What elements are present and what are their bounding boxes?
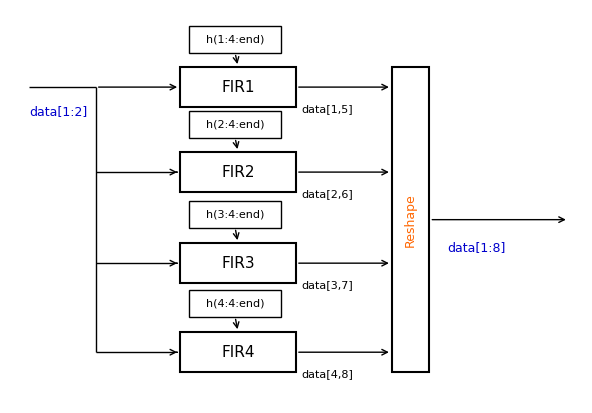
- Text: data[3,7]: data[3,7]: [302, 280, 353, 290]
- FancyBboxPatch shape: [180, 67, 296, 107]
- FancyBboxPatch shape: [189, 201, 282, 228]
- Text: Reshape: Reshape: [404, 193, 417, 247]
- Text: data[1:2]: data[1:2]: [29, 105, 88, 118]
- Text: data[4,8]: data[4,8]: [302, 370, 353, 380]
- FancyBboxPatch shape: [180, 243, 296, 283]
- Text: FIR3: FIR3: [221, 256, 255, 271]
- FancyBboxPatch shape: [189, 26, 282, 53]
- FancyBboxPatch shape: [180, 152, 296, 192]
- FancyBboxPatch shape: [180, 332, 296, 373]
- Text: h(2:4:end): h(2:4:end): [206, 119, 265, 130]
- Text: FIR4: FIR4: [221, 345, 255, 360]
- Text: data[1:8]: data[1:8]: [447, 242, 505, 254]
- FancyBboxPatch shape: [392, 67, 429, 373]
- Text: h(3:4:end): h(3:4:end): [206, 209, 264, 219]
- FancyBboxPatch shape: [189, 112, 282, 138]
- Text: h(1:4:end): h(1:4:end): [206, 35, 264, 45]
- Text: h(4:4:end): h(4:4:end): [206, 299, 265, 309]
- Text: data[2,6]: data[2,6]: [302, 189, 353, 199]
- Text: FIR1: FIR1: [221, 80, 255, 95]
- Text: data[1,5]: data[1,5]: [302, 104, 353, 114]
- FancyBboxPatch shape: [189, 290, 282, 317]
- Text: FIR2: FIR2: [221, 165, 255, 180]
